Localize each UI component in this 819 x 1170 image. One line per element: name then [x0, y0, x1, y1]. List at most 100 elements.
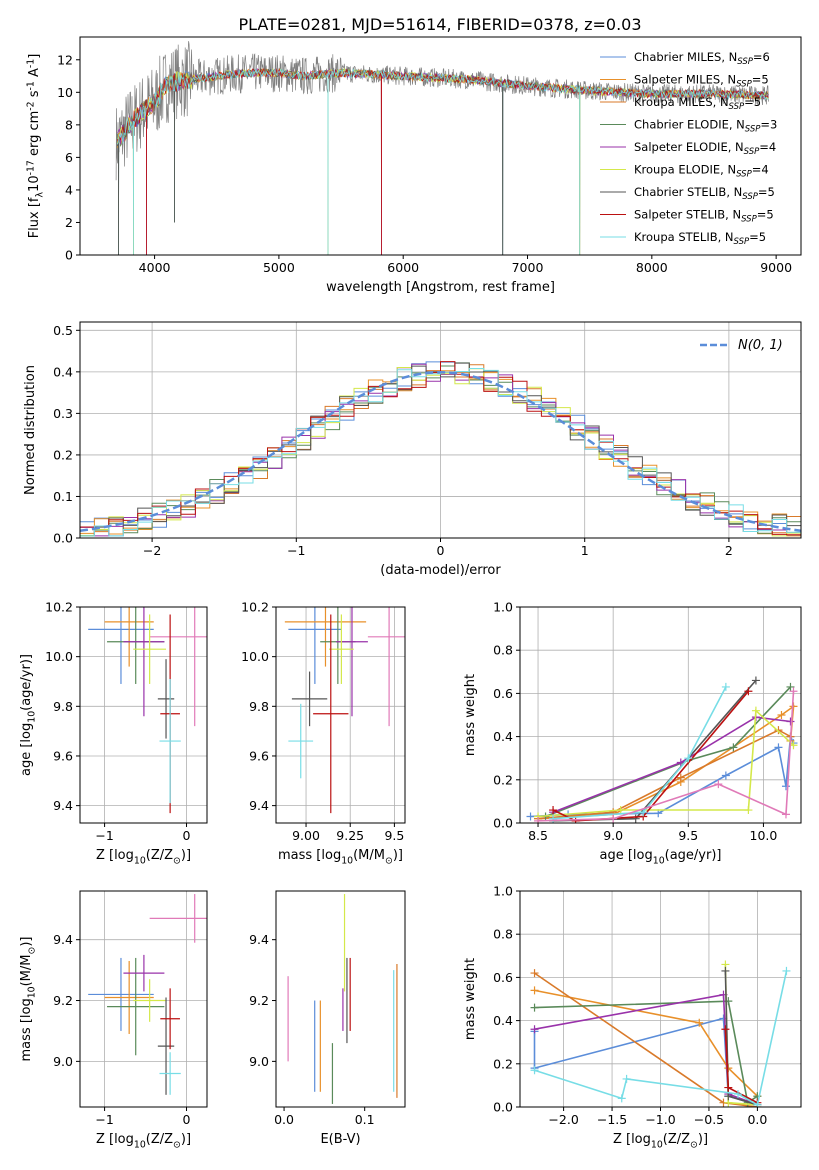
series-point-marker: [744, 806, 753, 815]
series-point-marker: [729, 743, 738, 752]
series-point-marker: [534, 816, 543, 823]
series-point-marker: [781, 810, 790, 819]
y-tick-label: 0.1: [53, 489, 73, 504]
x-tick-label: 5000: [263, 260, 295, 275]
series-point-marker: [774, 726, 783, 735]
x-tick-label: −0.5: [694, 1112, 724, 1127]
y-tick-label: 9.2: [53, 993, 73, 1008]
y-tick-label: 0.4: [493, 729, 513, 744]
legend-label: Salpeter ELODIE, NSSP=4: [634, 140, 776, 157]
x-tick-label: −1.5: [597, 1112, 627, 1127]
model-spectrum-line: [116, 68, 769, 255]
axes-frame: [275, 890, 406, 1108]
series-point-marker: [549, 806, 558, 815]
series-point-marker: [609, 814, 618, 823]
y-tick-label: 0.0: [53, 531, 73, 546]
series-point-marker: [571, 816, 580, 823]
plot-area: [115, 41, 769, 255]
series-point-marker: [530, 1066, 539, 1075]
x-axis-label: E(B-V): [320, 1132, 360, 1147]
y-axis-label: mass weight: [463, 958, 478, 1040]
y-axis-label: mass weight: [463, 674, 478, 756]
series-point-marker: [617, 1094, 626, 1103]
y-tick-label: 0: [65, 248, 73, 263]
x-axis-label: (data-model)/error: [380, 563, 501, 578]
y-tick-label: 10: [57, 85, 73, 100]
y-tick-label: 0.0: [493, 816, 513, 831]
series-point-marker: [721, 682, 730, 691]
series-point-marker: [724, 1083, 733, 1092]
series-point-marker: [530, 969, 539, 978]
series-point-marker: [676, 758, 685, 767]
x-tick-label: −2: [143, 543, 161, 558]
y-tick-label: 0.0: [493, 1100, 513, 1115]
x-tick-label: 10.0: [750, 828, 778, 843]
series-point-marker: [751, 676, 760, 685]
x-tick-label: 2: [725, 543, 733, 558]
mass-weight-series-line: [545, 686, 792, 818]
y-tick-label: 12: [57, 52, 73, 67]
y-tick-label: 9.6: [249, 748, 269, 763]
y-axis-label: Flux [fλ10-17 erg cm-2 s-1 A-1]: [25, 54, 45, 239]
series-point-marker: [714, 780, 723, 789]
grid-lines: [80, 322, 801, 539]
x-tick-label: 9.25: [336, 828, 364, 843]
y-tick-label: 9.0: [249, 1054, 269, 1069]
x-tick-label: 9.5: [678, 828, 698, 843]
y-axis-label: age [log10(age/yr)]: [19, 654, 38, 776]
grid-lines: [80, 891, 207, 1107]
series-point-marker: [549, 814, 558, 823]
y-tick-label: 0.6: [493, 970, 513, 985]
x-axis-label: wavelength [Angstrom, rest frame]: [326, 280, 555, 295]
mass-vs-extinction-panel: 0.0 0.1 9.0 9.2 9.4 E(B-V): [249, 890, 406, 1147]
residuals-histogram-panel: −2 −1 0 1 2 0.0 0.1 0.2 0.3 0.4 0.5 (data-model)/er…: [23, 321, 802, 578]
series-point-marker: [751, 706, 760, 715]
y-tick-label: 2: [65, 215, 73, 230]
legend-label: Chabrier STELIB, NSSP=5: [634, 185, 775, 202]
series-point-marker: [684, 754, 693, 763]
y-tick-label: 6: [65, 150, 73, 165]
series-point-marker: [744, 687, 753, 696]
x-tick-label: −1: [95, 1112, 113, 1127]
series-point-marker: [789, 687, 798, 696]
x-axis-label: Z [log10(Z/Z⊙)]: [96, 1132, 191, 1151]
y-tick-label: 0.4: [53, 364, 73, 379]
x-tick-label: 9.0: [603, 828, 623, 843]
x-tick-label: 9000: [760, 260, 792, 275]
mass-vs-metallicity-panel: −1 0 9.0 9.2 9.4 Z [log10(Z/Z⊙)] mass [log10(M…: [19, 890, 208, 1151]
series-point-marker: [734, 1090, 743, 1099]
grid-lines: [520, 890, 801, 1108]
series-point-marker: [721, 1025, 730, 1034]
series-point-marker: [622, 1074, 631, 1083]
plot-area: [530, 960, 791, 1107]
weight-vs-age-panel: 8.5 9.0 9.5 10.0 0.0 0.2 0.4 0.6 0.8 1.0 age [log1…: [463, 600, 802, 867]
y-tick-label: 0.5: [53, 323, 73, 338]
series-point-marker: [631, 814, 640, 823]
series-point-marker: [721, 771, 730, 780]
y-tick-label: 9.4: [249, 798, 269, 813]
y-tick-label: 9.4: [53, 798, 73, 813]
series-point-marker: [721, 966, 730, 975]
y-tick-label: 0.4: [493, 1013, 513, 1028]
axes-frame: [519, 606, 802, 824]
legend-label: Kroupa STELIB, NSSP=5: [634, 230, 766, 247]
y-axis-label: Normed distribution: [23, 365, 38, 495]
x-tick-label: −1: [287, 543, 305, 558]
series-point-marker: [526, 812, 535, 821]
y-tick-label: 10.0: [45, 649, 73, 664]
x-tick-label: 8.5: [528, 828, 548, 843]
series-point-marker: [777, 711, 786, 719]
x-tick-label: 1: [581, 543, 589, 558]
x-tick-label: −1.0: [645, 1112, 675, 1127]
y-tick-label: 8: [65, 117, 73, 132]
x-axis-label: mass [log10(M/M⊙)]: [278, 848, 403, 867]
y-tick-label: 1.0: [493, 600, 513, 615]
y-tick-label: 4: [65, 182, 73, 197]
x-tick-label: 0: [183, 828, 191, 843]
x-tick-label: 0: [183, 1112, 191, 1127]
y-tick-label: 0.3: [53, 406, 73, 421]
series-point-marker: [786, 682, 795, 691]
mass-weight-series-line: [534, 970, 788, 1107]
x-tick-label: 0.0: [747, 1112, 767, 1127]
